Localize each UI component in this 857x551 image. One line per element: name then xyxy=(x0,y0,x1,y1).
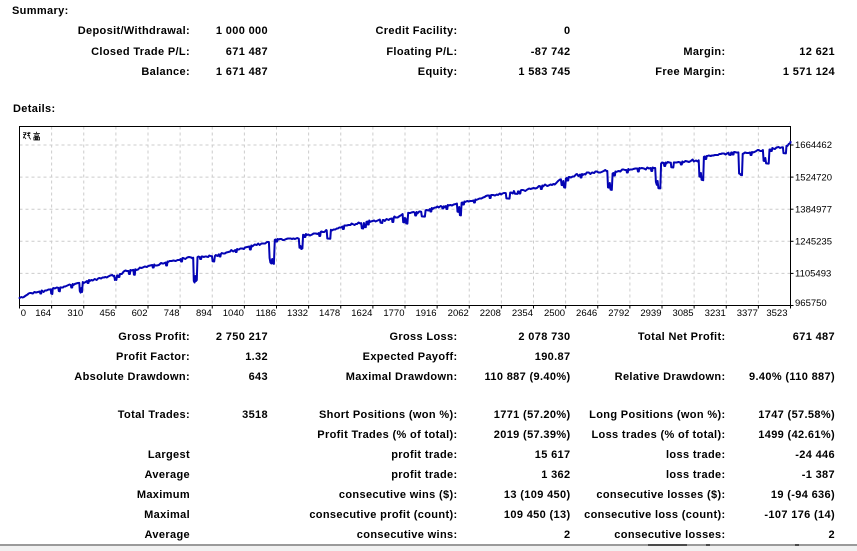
svg-text:1524720: 1524720 xyxy=(795,172,832,183)
svg-text:0: 0 xyxy=(21,308,26,319)
svg-text:602: 602 xyxy=(132,308,148,319)
svg-text:894: 894 xyxy=(196,308,212,319)
svg-text:2500: 2500 xyxy=(544,308,565,319)
svg-text:1478: 1478 xyxy=(319,308,340,319)
svg-text:1245235: 1245235 xyxy=(795,237,832,248)
svg-text:310: 310 xyxy=(67,308,83,319)
svg-text:1916: 1916 xyxy=(415,308,436,319)
svg-text:2354: 2354 xyxy=(512,308,533,319)
svg-text:456: 456 xyxy=(100,308,116,319)
svg-text:3377: 3377 xyxy=(737,308,758,319)
svg-text:3231: 3231 xyxy=(705,308,726,319)
svg-text:2792: 2792 xyxy=(608,308,629,319)
svg-text:2062: 2062 xyxy=(448,308,469,319)
svg-text:1770: 1770 xyxy=(383,308,404,319)
svg-text:1384977: 1384977 xyxy=(795,204,832,215)
svg-text:2939: 2939 xyxy=(640,308,661,319)
svg-text:748: 748 xyxy=(164,308,180,319)
svg-text:1332: 1332 xyxy=(287,308,308,319)
svg-text:2208: 2208 xyxy=(480,308,501,319)
svg-text:2646: 2646 xyxy=(576,308,597,319)
svg-text:3523: 3523 xyxy=(766,308,787,319)
svg-text:164: 164 xyxy=(35,308,51,319)
svg-text:1664462: 1664462 xyxy=(795,140,832,151)
svg-text:965750: 965750 xyxy=(795,298,827,309)
svg-text:1105493: 1105493 xyxy=(795,269,831,280)
svg-text:3085: 3085 xyxy=(672,308,693,319)
svg-text:1624: 1624 xyxy=(351,308,372,319)
svg-text:1040: 1040 xyxy=(223,308,244,319)
svg-text:1186: 1186 xyxy=(256,308,276,319)
